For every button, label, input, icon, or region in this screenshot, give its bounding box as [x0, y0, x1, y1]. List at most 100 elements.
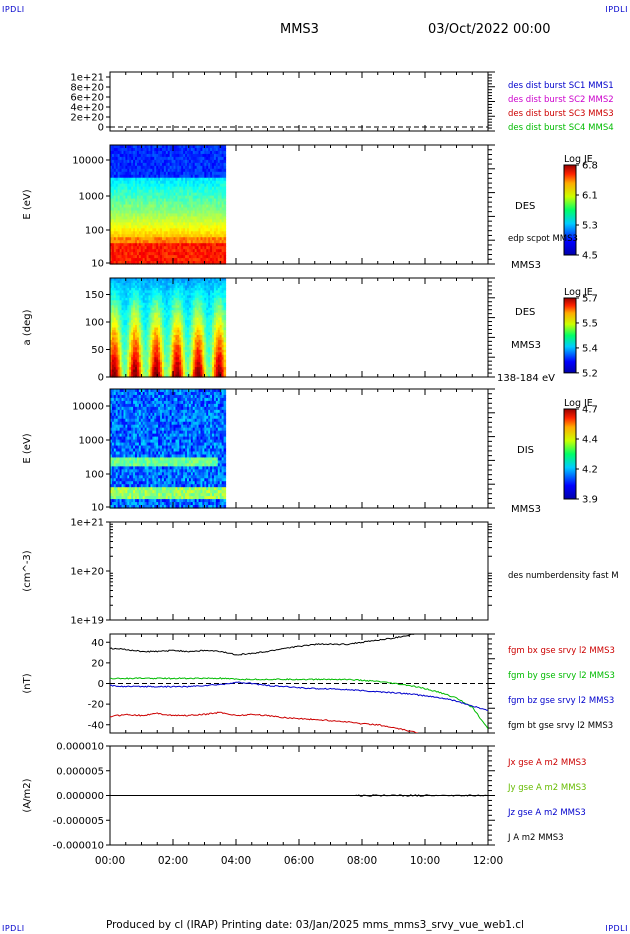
heatmap-cell [188, 282, 192, 287]
heatmap-cell [121, 342, 125, 346]
heatmap-cell [123, 261, 126, 265]
heatmap-cell [196, 329, 200, 334]
heatmap-cell [190, 216, 194, 220]
heatmap-cell [190, 168, 194, 173]
heatmap-cell [117, 374, 121, 378]
heatmap-cell [111, 231, 115, 235]
heatmap-cell [129, 332, 132, 336]
heatmap-cell [194, 357, 198, 361]
heatmap-cell [163, 237, 167, 241]
heatmap-cell [138, 243, 142, 247]
heatmap-cell [181, 231, 184, 235]
heatmap-cell [111, 302, 115, 306]
heatmap-cell [110, 337, 113, 341]
heatmap-cell [144, 162, 148, 167]
heatmap-cell [113, 168, 117, 173]
heatmap-cell [206, 357, 209, 361]
heatmap-cell [152, 171, 155, 176]
heatmap-cell [196, 305, 200, 309]
heatmap-cell [150, 337, 153, 341]
heatmap-cell [165, 159, 169, 164]
heatmap-cell [212, 287, 215, 291]
heatmap-cell [123, 322, 126, 326]
heatmap-cell [136, 372, 140, 376]
heatmap-cell [163, 292, 167, 296]
heatmap-cell [138, 310, 142, 314]
heatmap-cell [150, 339, 153, 343]
heatmap-cell [223, 292, 227, 296]
heatmap-cell [187, 162, 190, 167]
heatmap-cell [142, 367, 146, 371]
heatmap-cell [177, 207, 180, 212]
heatmap-cell [181, 162, 184, 167]
heatmap-cell [131, 249, 134, 253]
heatmap-cell [188, 234, 192, 238]
heatmap-cell [121, 367, 125, 371]
heatmap-cell [167, 317, 171, 321]
heatmap-cell [187, 180, 190, 185]
heatmap-cell [177, 359, 180, 363]
heatmap-cell [200, 237, 203, 241]
heatmap-cell [175, 261, 178, 265]
heatmap-cell [129, 147, 132, 152]
heatmap-cell [171, 292, 175, 296]
heatmap-cell [221, 334, 225, 338]
heatmap-cell [208, 183, 211, 188]
heatmap-cell [204, 290, 207, 294]
heatmap-cell [206, 325, 209, 329]
heatmap-cell [113, 282, 117, 287]
heatmap-cell [156, 280, 159, 284]
heatmap-cell [219, 310, 223, 314]
heatmap-cell [142, 290, 146, 294]
heatmap-cell [138, 287, 142, 291]
heatmap-cell [206, 307, 209, 311]
heatmap-cell [119, 287, 123, 291]
heatmap-cell [152, 344, 155, 348]
y-tick-label: 2e+20 [70, 113, 104, 124]
heatmap-cell [175, 292, 178, 296]
heatmap-cell [202, 246, 205, 250]
heatmap-cell [119, 367, 123, 371]
heatmap-cell [158, 213, 161, 217]
heatmap-cell [198, 186, 202, 191]
heatmap-cell [212, 344, 215, 348]
heatmap-cell [163, 189, 167, 194]
heatmap-cell [213, 290, 217, 294]
heatmap-cell [221, 317, 225, 321]
heatmap-cell [156, 258, 159, 262]
heatmap-cell [196, 332, 200, 336]
heatmap-cell [133, 150, 136, 155]
heatmap-cell [175, 201, 178, 206]
heatmap-cell [213, 225, 217, 229]
heatmap-cell [113, 249, 117, 253]
heatmap-cell [156, 359, 159, 363]
heatmap-cell [210, 183, 213, 188]
heatmap-cell [163, 243, 167, 247]
heatmap-cell [192, 204, 196, 209]
heatmap-cell [185, 295, 188, 299]
heatmap-cell [142, 234, 146, 238]
heatmap-cell [215, 249, 219, 253]
heatmap-cell [113, 231, 117, 235]
heatmap-cell [202, 359, 205, 363]
heatmap-cell [223, 198, 227, 203]
heatmap-cell [142, 240, 146, 244]
heatmap-cell [183, 240, 186, 244]
heatmap-cell [194, 246, 198, 250]
heatmap-cell [156, 168, 159, 173]
heatmap-cell [135, 216, 138, 220]
heatmap-cell [136, 280, 140, 284]
heatmap-cell [206, 159, 209, 164]
heatmap-cell [183, 372, 186, 376]
heatmap-cell [131, 305, 134, 309]
heatmap-cell [110, 372, 113, 376]
heatmap-cell [156, 334, 159, 338]
heatmap-cell [171, 246, 175, 250]
heatmap-cell [190, 364, 194, 368]
heatmap-cell [188, 280, 192, 284]
heatmap-cell [165, 295, 169, 299]
heatmap-cell [187, 165, 190, 170]
heatmap-cell [148, 261, 152, 265]
heatmap-cell [150, 282, 153, 287]
heatmap-cell [165, 317, 169, 321]
